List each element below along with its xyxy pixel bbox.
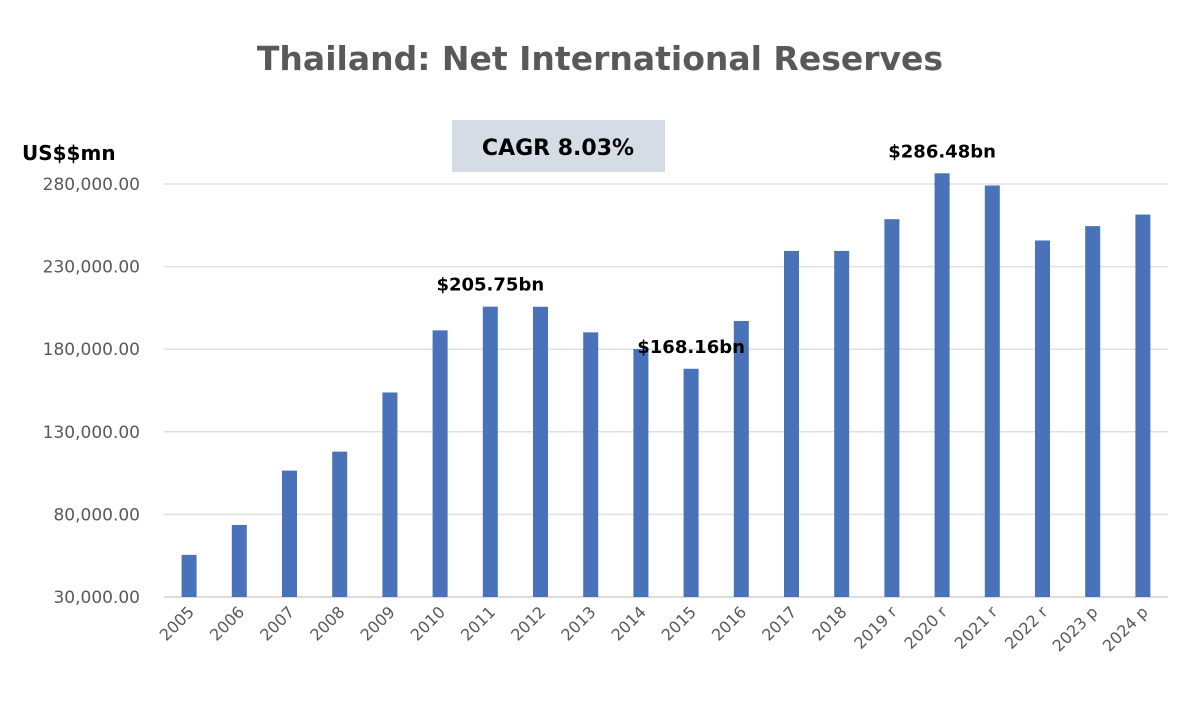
bar-2008 (332, 451, 348, 597)
bar-2018 (834, 250, 850, 597)
bar-2020-r (934, 173, 950, 597)
bar-2009 (382, 392, 398, 597)
x-tick-label: 2023 p (1049, 602, 1102, 655)
x-tick-label: 2017 (758, 602, 800, 644)
x-tick-label: 2009 (357, 602, 399, 644)
x-tick-label: 2013 (557, 602, 599, 644)
x-tick-label: 2011 (457, 602, 499, 644)
data-annotation: $286.48bn (888, 141, 996, 162)
data-annotation: $205.75bn (436, 275, 544, 296)
bar-2010 (432, 330, 448, 597)
bar-2013 (583, 332, 599, 597)
bar-2005 (181, 554, 197, 597)
x-tick-label: 2015 (658, 602, 700, 644)
bar-2022-r (1035, 240, 1050, 597)
x-tick-label: 2022 r (1001, 602, 1052, 653)
y-tick-label: 280,000.00 (43, 175, 140, 195)
x-tick-label: 2016 (708, 602, 750, 644)
y-tick-label: 130,000.00 (43, 423, 140, 443)
x-tick-label: 2019 r (850, 602, 901, 653)
y-axis-label: US$$mn (22, 141, 116, 165)
x-tick-label: 2006 (206, 602, 248, 644)
cagr-callout-box (452, 120, 665, 172)
bar-2017 (784, 250, 799, 597)
bar-2015 (683, 368, 699, 597)
bar-2016 (733, 320, 749, 597)
cagr-callout-text: CAGR 8.03% (482, 136, 634, 161)
y-tick-label: 230,000.00 (43, 258, 140, 278)
x-tick-label: 2010 (407, 602, 449, 644)
y-tick-label: 80,000.00 (53, 505, 140, 525)
x-tick-label: 2008 (306, 602, 348, 644)
x-tick-label: 2007 (256, 602, 298, 644)
x-tick-label: 2024 p (1099, 602, 1152, 655)
bar-2023-p (1085, 226, 1101, 597)
bar-2014 (633, 349, 649, 597)
data-annotation: $168.16bn (637, 337, 745, 358)
x-tick-label: 2018 (808, 602, 850, 644)
bar-2012 (533, 306, 548, 597)
y-tick-label: 180,000.00 (43, 340, 140, 360)
chart-title: Thailand: Net International Reserves (257, 39, 943, 78)
bar-2006 (231, 524, 247, 597)
bar-2007 (282, 470, 297, 597)
y-tick-label: 30,000.00 (53, 588, 140, 608)
x-tick-label: 2021 r (951, 602, 1002, 653)
x-tick-label: 2005 (156, 602, 198, 644)
bar-2019-r (884, 219, 900, 597)
bar-2011 (482, 306, 498, 597)
x-tick-label: 2012 (507, 602, 549, 644)
bar-2024-p (1135, 214, 1151, 597)
x-tick-label: 2014 (608, 602, 650, 644)
x-tick-label: 2020 r (900, 602, 951, 653)
bar-2021-r (984, 185, 1000, 597)
